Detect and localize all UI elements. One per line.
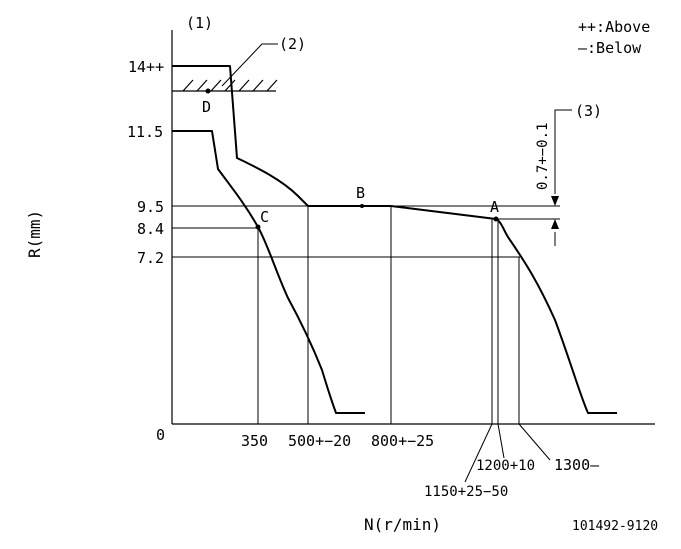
x-tick-800: 800+−25 <box>371 432 434 450</box>
x-tick-350: 350 <box>241 432 268 450</box>
y-tick-14: 14++ <box>128 58 164 76</box>
leader-1200 <box>497 423 505 459</box>
point-label-a: A <box>490 198 499 216</box>
point-marker-d <box>205 88 211 94</box>
ref-label-2: (2) <box>279 35 306 53</box>
dimension-lines <box>554 109 572 246</box>
y-tick-7-2: 7.2 <box>137 249 164 267</box>
x-tick-500: 500+−20 <box>288 432 351 450</box>
leader-2 <box>221 43 278 87</box>
leader-1300 <box>518 423 551 461</box>
x-tick-1300: 1300— <box>554 456 600 474</box>
x-tick-1150: 1150+25−50 <box>424 484 508 500</box>
legend-below: —:Below <box>578 39 642 57</box>
x-axis-label: N(r/min) <box>364 515 441 534</box>
dimension-arrow-up <box>551 219 559 229</box>
point-marker-a <box>493 216 499 222</box>
point-label-c: C <box>260 208 269 226</box>
x-tick-1200: 1200+10 <box>476 458 535 474</box>
point-marker-c <box>255 224 261 230</box>
stopper-hatch <box>172 79 278 92</box>
ref-label-1: (1) <box>186 14 213 32</box>
legend-above: ++:Above <box>578 18 650 36</box>
y-axis-label: R(mm) <box>25 210 44 258</box>
y-tick-11-5: 11.5 <box>127 123 163 141</box>
curve-lower-starting <box>172 130 365 414</box>
y-tick-8-4: 8.4 <box>137 220 164 238</box>
point-marker-b <box>360 204 364 208</box>
y-tick-9-5: 9.5 <box>137 198 164 216</box>
ref-label-3: (3) <box>575 102 602 120</box>
point-label-b: B <box>356 184 365 202</box>
origin-label: 0 <box>156 426 165 444</box>
dimension-label: 0.7+−0.1 <box>535 123 551 190</box>
curve-upper-full-load <box>172 65 617 414</box>
leader-1150 <box>464 423 493 483</box>
dimension-arrow-down <box>551 196 559 206</box>
point-label-d: D <box>202 98 211 116</box>
document-number: 101492-9120 <box>572 519 658 534</box>
